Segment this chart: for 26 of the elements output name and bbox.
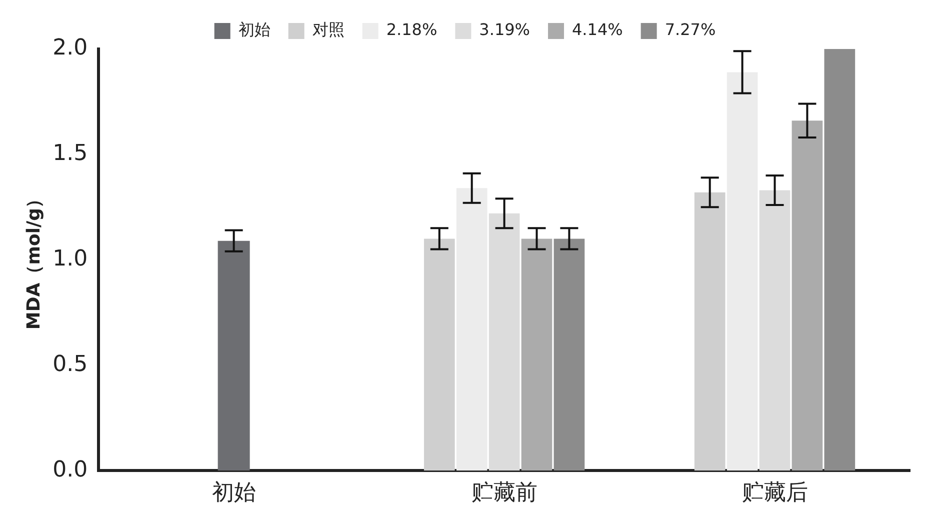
legend-label: 4.14%: [572, 20, 623, 40]
bar: [456, 188, 488, 471]
legend-label: 7.27%: [664, 20, 716, 40]
y-tick-label: 1.0: [52, 246, 88, 272]
y-tick-label: 0.0: [52, 457, 88, 482]
x-tick-label: 贮藏前: [471, 480, 538, 506]
bar: [792, 120, 823, 471]
legend-label: 初始: [238, 20, 270, 40]
bar: [824, 49, 856, 471]
y-tick-label: 0.5: [52, 352, 88, 377]
x-tick-label: 初始: [212, 480, 256, 506]
legend-label: 3.19%: [479, 20, 530, 40]
bar: [726, 72, 758, 471]
bar: [488, 213, 520, 471]
bar: [424, 238, 455, 471]
bar: [554, 238, 585, 471]
bar: [759, 190, 790, 471]
legend-label: 2.18%: [386, 20, 438, 40]
y-tick-label: 1.5: [52, 141, 88, 166]
x-tick-label: 贮藏后: [742, 480, 808, 506]
bar: [694, 192, 726, 471]
bar: [521, 238, 552, 471]
y-axis-title: MDA（mol/g）: [23, 190, 44, 330]
y-tick-label: 2.0: [52, 36, 88, 61]
legend-label: 对照: [312, 20, 344, 40]
bar: [218, 240, 250, 471]
